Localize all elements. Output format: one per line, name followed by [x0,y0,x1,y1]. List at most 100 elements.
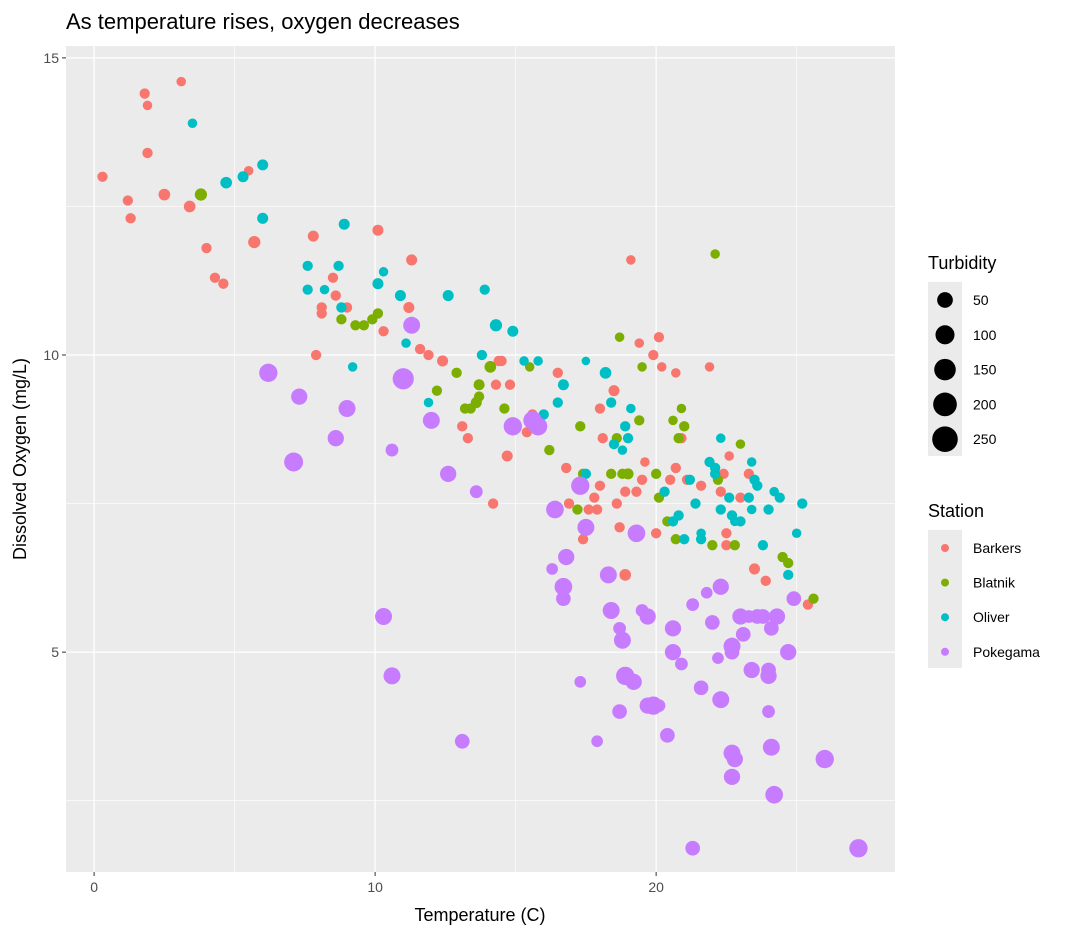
data-point-pokegama [724,644,740,660]
data-point-oliver [696,528,706,539]
data-point-pokegama [625,673,642,690]
data-point-oliver [746,504,757,515]
data-point-blatnik [473,391,485,402]
data-point-pokegama [685,840,701,856]
data-point-pokegama [652,699,666,713]
data-point-pokegama [454,733,470,749]
plot-panel [66,46,895,872]
data-point-pokegama [556,591,571,606]
data-point-pokegama [726,750,743,768]
data-point-oliver [620,421,631,432]
station-legend-key-pokegama [941,647,949,656]
data-point-oliver [679,534,690,545]
data-point-pokegama [259,363,278,382]
data-point-oliver [378,267,389,277]
data-point-pokegama [403,316,421,334]
data-point-oliver [333,260,344,272]
data-point-oliver [690,498,701,509]
data-point-pokegama [700,586,713,599]
data-point-barkers [597,433,608,444]
station-legend-label: Blatnik [973,575,1016,591]
y-axis-label: Dissolved Oxygen (mg/L) [10,358,30,560]
data-point-pokegama [327,430,344,447]
data-point-pokegama [546,500,564,519]
data-point-blatnik [431,385,443,396]
data-point-barkers [594,480,606,491]
data-point-pokegama [291,388,308,405]
data-point-blatnik [473,379,485,391]
data-point-barkers [619,569,632,581]
data-point-pokegama [383,667,401,685]
data-point-barkers [372,224,384,236]
data-point-blatnik [572,504,583,515]
data-point-oliver [338,218,350,230]
data-point-barkers [209,272,221,283]
data-point-pokegama [664,643,682,661]
station-legend-title: Station [928,501,984,521]
data-point-oliver [476,349,488,361]
data-point-pokegama [764,621,779,636]
data-point-oliver [257,159,269,171]
data-point-oliver [319,284,330,295]
data-point-oliver [347,362,358,372]
data-point-pokegama [761,662,776,678]
data-point-oliver [797,498,808,509]
turbidity-legend-label: 250 [973,431,997,447]
data-point-barkers [462,433,474,444]
data-point-oliver [724,492,735,503]
data-point-oliver [715,433,726,443]
data-point-barkers [704,362,715,372]
data-point-barkers [307,230,319,242]
data-point-pokegama [528,417,548,436]
data-point-blatnik [676,403,687,414]
data-point-barkers [139,88,150,99]
data-point-barkers [142,147,153,159]
data-point-blatnik [336,314,347,325]
turbidity-legend-label: 150 [973,362,997,378]
data-point-oliver [617,445,628,455]
data-point-pokegama [546,563,558,575]
data-point-pokegama [591,735,603,748]
data-point-barkers [490,379,502,390]
data-point-blatnik [575,421,586,432]
data-point-barkers [670,462,681,474]
data-point-pokegama [558,548,575,566]
data-point-pokegama [712,691,730,709]
data-point-pokegama [599,566,617,584]
axes: 0 10 20 5 10 15 [43,50,664,895]
station-legend-label: Pokegama [973,644,1040,660]
data-point-oliver [372,278,384,290]
data-point-pokegama [768,608,786,625]
turbidity-legend-title: Turbidity [928,253,996,273]
data-point-blatnik [679,421,690,432]
data-point-barkers [631,486,642,497]
data-point-barkers [552,367,563,379]
turbidity-legend-key [935,325,955,345]
data-point-pokegama [693,680,709,696]
data-point-barkers [142,100,153,111]
data-point-blatnik [358,320,370,331]
data-point-pokegama [762,705,775,718]
data-point-blatnik [673,433,684,444]
data-point-oliver [673,510,684,521]
data-point-barkers [423,349,434,361]
data-point-oliver [538,409,549,420]
data-point-barkers [650,528,662,539]
data-point-pokegama [571,476,590,495]
data-point-barkers [760,575,771,586]
data-point-oliver [302,260,313,272]
data-point-oliver [746,457,757,467]
data-point-pokegama [755,609,771,624]
data-point-oliver [709,462,721,474]
data-point-barkers [695,480,707,491]
data-point-pokegama [762,738,780,756]
data-point-barkers [327,272,339,283]
y-tick-label: 5 [51,644,59,660]
data-point-oliver [423,397,434,408]
data-point-pokegama [712,652,724,664]
data-point-oliver [622,433,634,444]
data-point-oliver [580,468,592,480]
data-point-oliver [735,516,746,527]
data-point-oliver [608,438,620,450]
